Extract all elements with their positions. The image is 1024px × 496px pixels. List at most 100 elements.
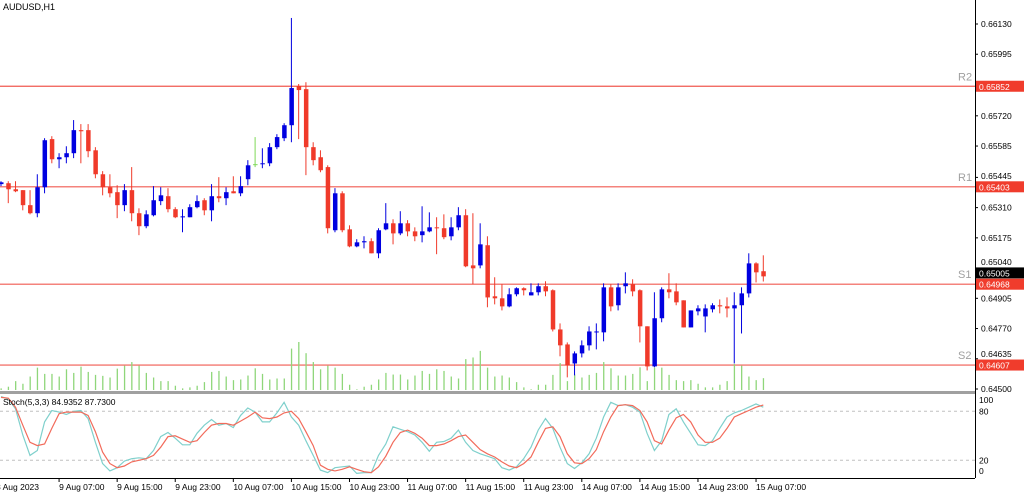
volume-bar: [276, 378, 278, 390]
candle: [492, 277, 498, 305]
candle: [645, 326, 650, 371]
candle-body: [391, 223, 396, 234]
candle: [630, 279, 636, 297]
volume-bar: [232, 380, 235, 390]
candle: [528, 283, 534, 296]
candle-body: [579, 345, 585, 354]
volume-bar: [457, 378, 460, 390]
volume-bars: [0, 342, 765, 390]
candle-body: [49, 139, 55, 160]
stoch-d-line: [0, 396, 764, 474]
candle-body: [449, 227, 454, 237]
candle: [717, 299, 723, 314]
price-axis[interactable]: 0.66130 0.65995 0.65720 0.65585 0.65445 0.653…: [0, 0, 1024, 479]
time-tick-label: 11 Aug 15:00: [466, 482, 516, 492]
volume-bar: [632, 373, 634, 390]
candle-body: [86, 130, 91, 152]
candle-body: [623, 283, 628, 287]
volume-bar: [152, 377, 155, 390]
candle-body: [732, 305, 737, 309]
stoch-tick-label: 20: [979, 456, 989, 466]
candle: [521, 287, 527, 296]
candle: [666, 273, 672, 299]
volume-bar: [341, 373, 344, 390]
candle: [362, 236, 367, 249]
candle-body: [558, 329, 563, 346]
candle: [499, 284, 505, 311]
level-name-r1: R1: [958, 172, 972, 184]
candle-body: [652, 318, 657, 367]
candle: [703, 304, 708, 333]
volume-bar: [269, 379, 271, 390]
candle-body: [383, 223, 389, 230]
candle: [165, 188, 171, 213]
candle-body: [224, 192, 229, 199]
current-price-tag: [976, 267, 1024, 279]
volume-bar: [196, 385, 198, 390]
candle-body: [485, 245, 490, 298]
volume-bar: [697, 383, 699, 390]
price-tick-label: 0.65720: [981, 111, 1012, 121]
volume-bar: [370, 384, 373, 390]
candle-body: [71, 130, 77, 154]
candle: [100, 171, 106, 196]
volume-bar: [131, 362, 133, 390]
volume-bar: [58, 376, 60, 390]
volume-bar: [755, 380, 757, 390]
candle-body: [695, 308, 701, 312]
candle: [296, 84, 302, 140]
volume-bar: [102, 375, 104, 390]
time-axis[interactable]: 8 Aug 2023 9 Aug 07:00 9 Aug 15:00 9 Aug 23…: [0, 478, 806, 492]
candle: [347, 225, 352, 248]
candle: [579, 340, 585, 358]
candle: [674, 283, 679, 306]
candle-body: [187, 207, 193, 218]
candle: [485, 236, 490, 308]
candle-body: [202, 200, 207, 211]
level-price-tag: [976, 278, 1024, 290]
candle-body: [376, 230, 382, 254]
volume-bar: [479, 350, 481, 390]
candle-body: [325, 167, 331, 229]
candle: [681, 300, 686, 328]
candle: [637, 289, 643, 343]
candle: [289, 17, 294, 143]
volume-bar: [653, 367, 656, 390]
candle-body: [703, 308, 708, 317]
volume-bar: [748, 376, 750, 390]
stoch-tick-label: 100: [979, 395, 993, 405]
candle-body: [136, 213, 142, 227]
candle-body: [173, 209, 178, 218]
volume-bar: [312, 362, 314, 390]
candle: [449, 217, 454, 241]
volume-bar: [182, 388, 184, 390]
candle-body: [688, 310, 694, 328]
candle: [107, 174, 113, 198]
volume-bar: [356, 389, 358, 390]
volume-bar: [588, 374, 590, 390]
candle-body: [398, 223, 403, 234]
candle: [35, 174, 40, 218]
candle-body: [412, 231, 418, 237]
candle-body: [717, 305, 723, 307]
candle: [311, 142, 316, 166]
candle-body: [296, 86, 302, 91]
volume-bar: [334, 367, 336, 390]
volume-bar: [711, 387, 714, 390]
candle-body: [122, 190, 127, 206]
candle-body: [158, 195, 164, 202]
candle: [608, 284, 614, 312]
candle: [434, 217, 440, 255]
volume-bar: [211, 371, 213, 390]
stochastic-panel: 100 80 200: [0, 395, 993, 476]
current-price-label: 0.65005: [979, 268, 1010, 278]
volume-bar: [603, 362, 605, 390]
candle: [42, 138, 48, 194]
candle-body: [0, 182, 4, 185]
level-price-label: 0.64968: [979, 280, 1010, 290]
candle-body: [463, 215, 469, 267]
volume-bar: [399, 374, 402, 390]
candle: [260, 148, 265, 169]
level-name-s2: S2: [958, 350, 971, 362]
